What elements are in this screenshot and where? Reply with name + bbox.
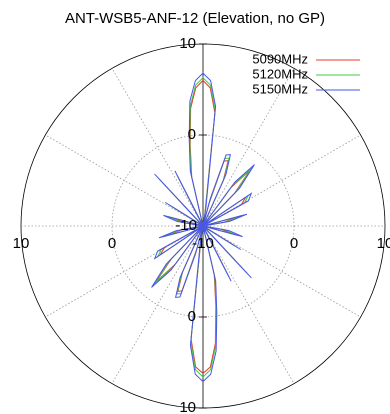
angular-grid-line [45, 134, 204, 227]
angular-grid-line [111, 68, 204, 227]
radial-tick-label: -10 [175, 217, 197, 234]
chart-title: ANT-WSB5-ANF-12 (Elevation, no GP) [64, 10, 326, 27]
angular-grid-line [202, 225, 361, 318]
angular-grid-line [45, 225, 204, 318]
legend-label-5150MHz: 5150MHz [252, 81, 308, 96]
series-layer [151, 72, 255, 383]
legend-label-5090MHz: 5090MHz [252, 51, 308, 66]
angular-grid-line [202, 68, 295, 227]
polar-axes [21, 43, 385, 409]
radial-tick-label: 10 [179, 399, 196, 414]
radial-tick-label: 0 [108, 235, 116, 252]
series-line-5150MHz [151, 72, 255, 383]
radial-tick-label: 0 [290, 235, 298, 252]
legend-label-5120MHz: 5120MHz [252, 66, 308, 81]
radial-tick-label: 0 [188, 308, 196, 325]
radial-tick-label: 0 [188, 126, 196, 143]
radial-tick-label: 10 [13, 235, 30, 252]
tick-labels: -10-10 0 0 0 0 10 10 10 10 [13, 35, 390, 414]
radial-tick-label: 10 [179, 35, 196, 52]
radial-tick-label: -10 [192, 235, 214, 252]
angular-grid-line [202, 134, 361, 227]
radial-tick-label: 10 [377, 235, 390, 252]
